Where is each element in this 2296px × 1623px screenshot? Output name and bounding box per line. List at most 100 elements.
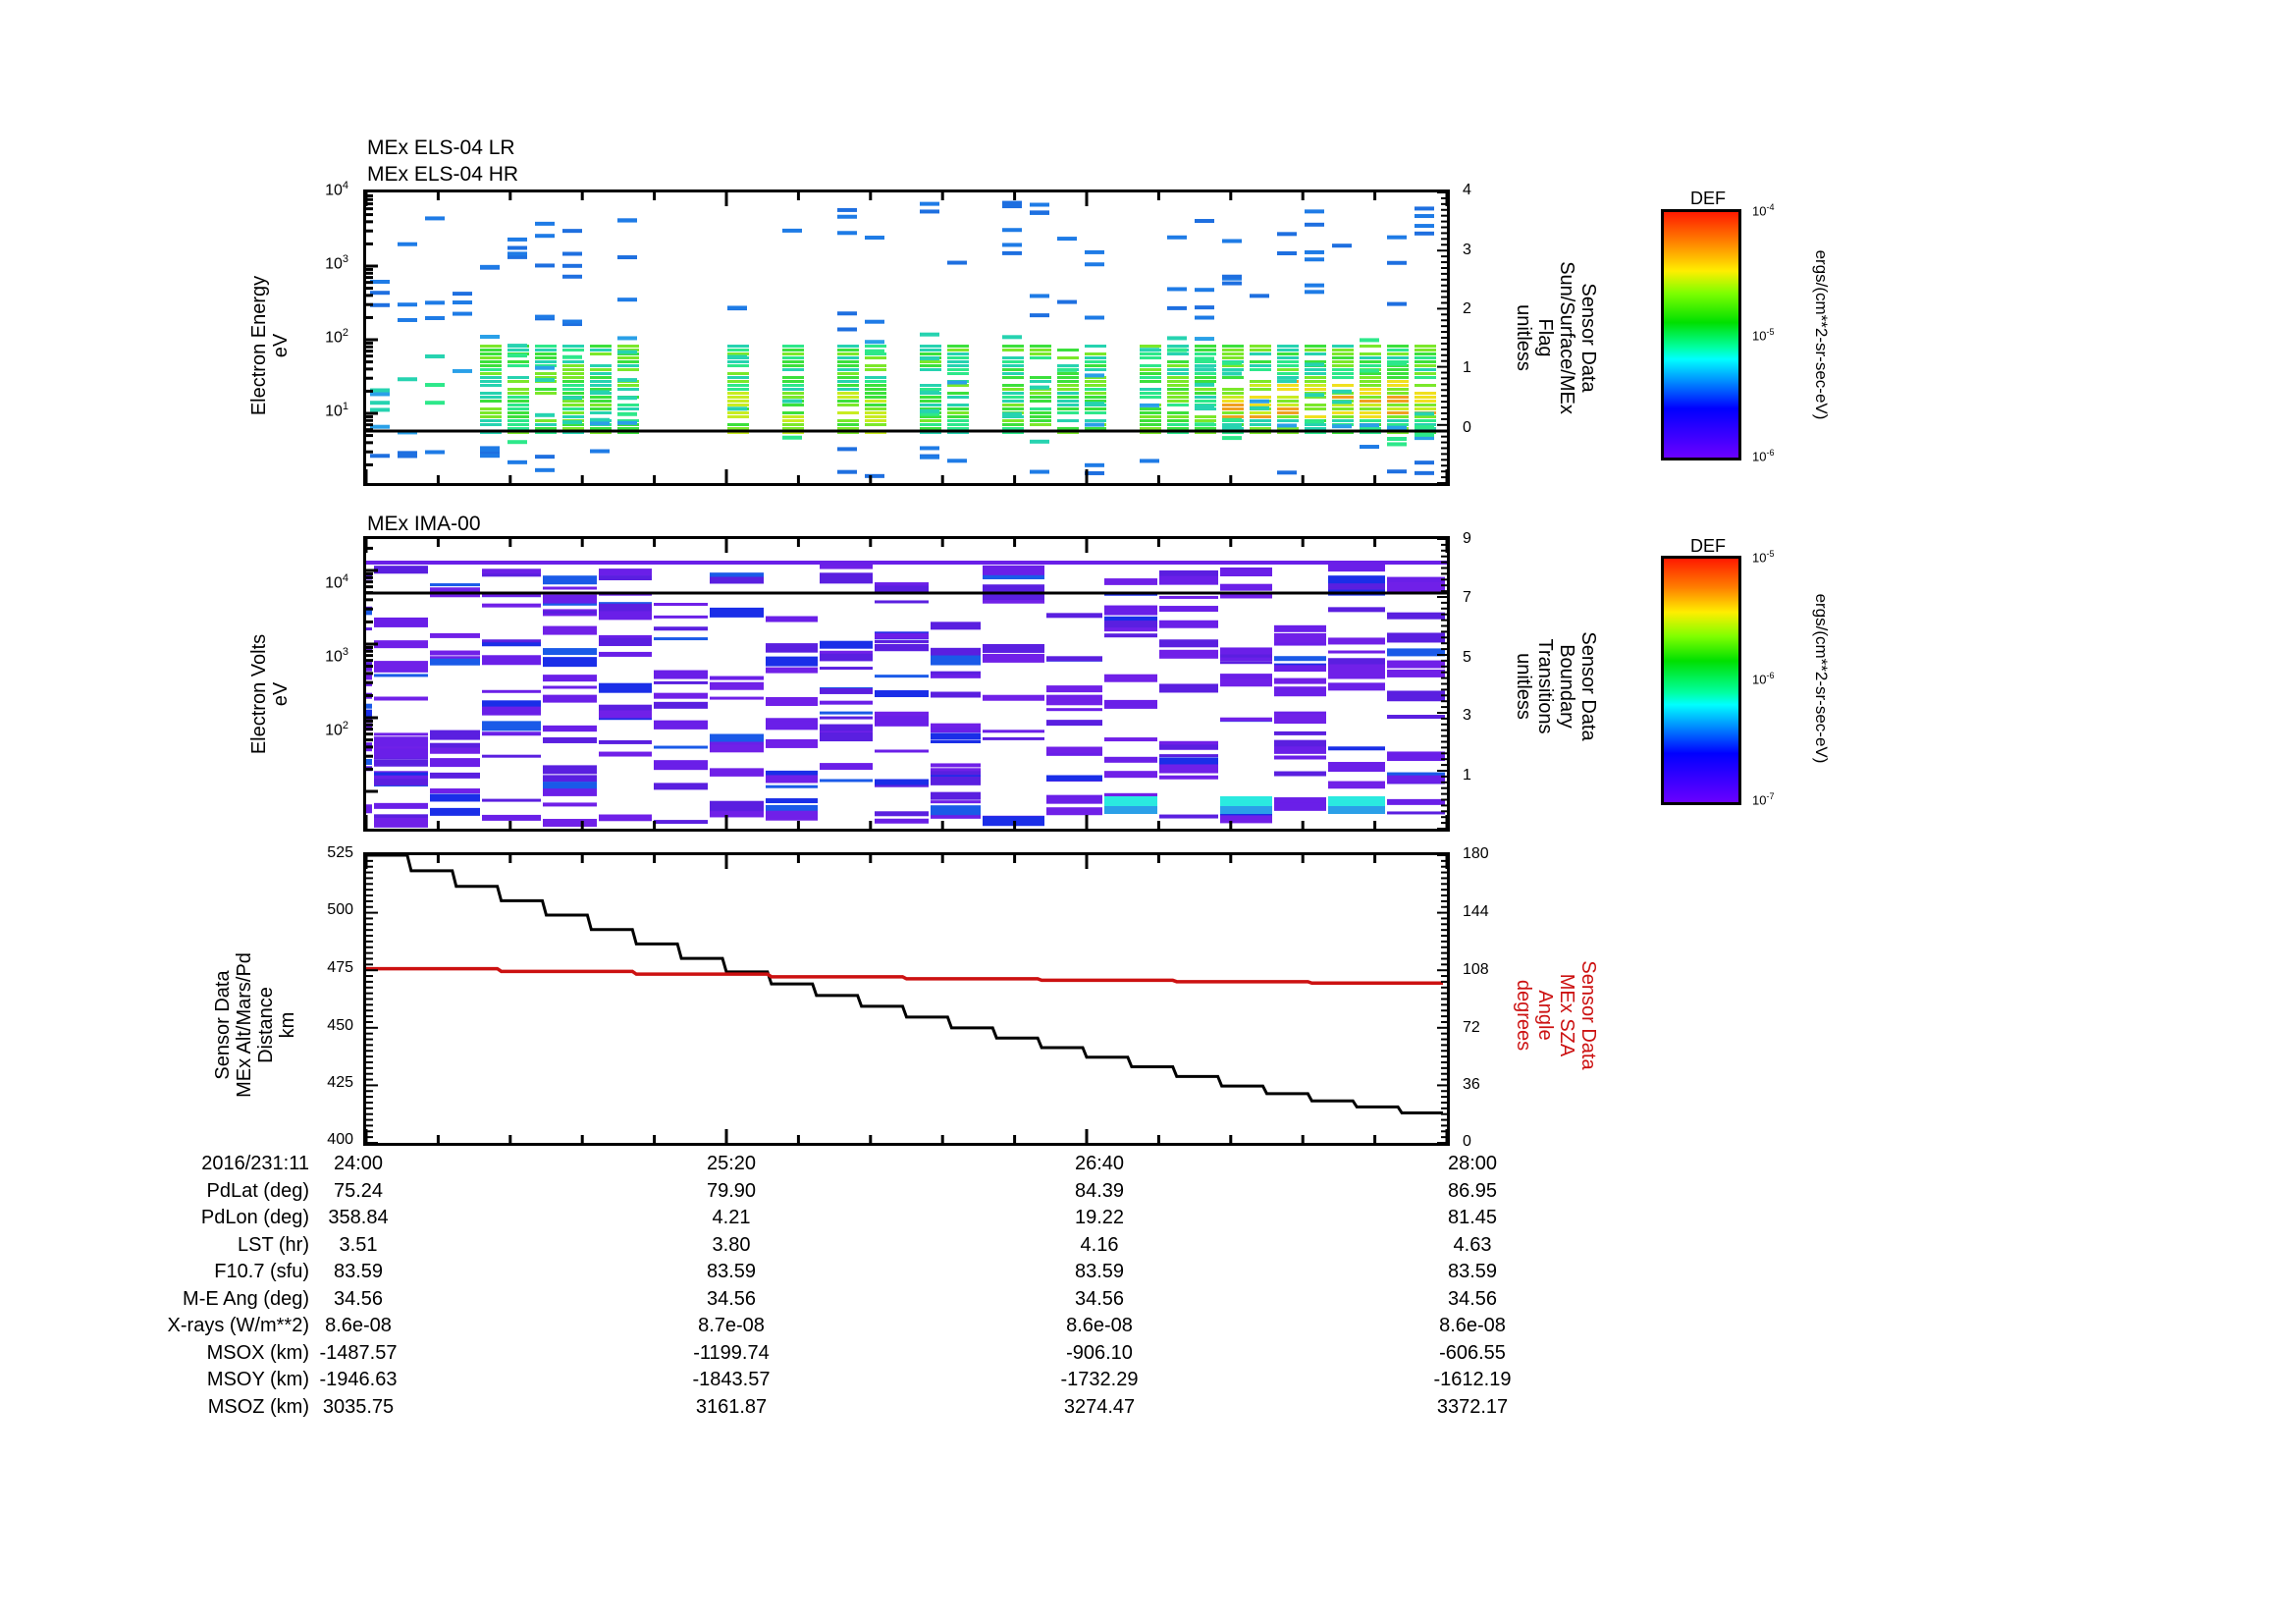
- ephemeris-cell: 25:20: [706, 1153, 757, 1174]
- alt-ytick: 450: [327, 1017, 353, 1034]
- ephemeris-cell: 3161.87: [695, 1395, 768, 1418]
- els-colorbar: [1661, 209, 1741, 460]
- ephemeris-cell: 83.59: [1447, 1261, 1498, 1282]
- els-title-lr: MEx ELS-04 LR: [367, 136, 515, 159]
- ima-colorbar-tick: 10-6: [1752, 671, 1775, 687]
- ima-spectrogram-plot: [366, 539, 1447, 829]
- ephemeris-row-label: MSOX (km): [206, 1341, 309, 1364]
- ephemeris-row-label: F10.7 (sfu): [214, 1261, 309, 1282]
- els-spectrogram-panel: [363, 189, 1450, 486]
- ephemeris-cell: -1487.57: [319, 1341, 398, 1364]
- ephemeris-cell: 34.56: [706, 1287, 757, 1310]
- ephemeris-cell: 34.56: [1074, 1287, 1125, 1310]
- els-right-ytick: 1: [1463, 359, 1471, 376]
- alt-right-ytick: 72: [1463, 1019, 1480, 1036]
- ephemeris-cell: 8.6e-08: [325, 1315, 392, 1336]
- ephemeris-cell: -1199.74: [693, 1341, 770, 1364]
- ephemeris-cell: -906.10: [1066, 1341, 1133, 1364]
- ima-colorbar-title: DEF: [1690, 536, 1726, 556]
- els-colorbar-tick: 10-5: [1752, 327, 1775, 344]
- els-colorbar-tick: 10-4: [1752, 202, 1775, 219]
- ephemeris-cell: 34.56: [333, 1287, 384, 1310]
- ephemeris-row-label: MSOY (km): [206, 1369, 309, 1390]
- ima-right-ytick: 7: [1463, 589, 1471, 606]
- ephemeris-cell: -1732.29: [1060, 1369, 1139, 1390]
- els-right-ytick: 0: [1463, 419, 1471, 436]
- ima-spectrogram-panel: [363, 536, 1450, 832]
- ephemeris-row-label: PdLon (deg): [200, 1207, 309, 1228]
- ephemeris-cell: 3.80: [712, 1233, 751, 1256]
- ima-right-ytick: 1: [1463, 767, 1471, 784]
- els-right-ytick: 4: [1463, 182, 1471, 198]
- els-colorbar-tick: 10-6: [1752, 448, 1775, 464]
- els-ytick: 102: [325, 327, 348, 347]
- els-right-ytick: 2: [1463, 300, 1471, 317]
- ephemeris-cell: 3274.47: [1063, 1395, 1136, 1418]
- ephemeris-cell: -1843.57: [692, 1369, 771, 1390]
- ima-colorbar-unit: ergs/(cm**2-sr-sec-eV): [1812, 593, 1831, 764]
- ephemeris-cell: 4.21: [712, 1207, 751, 1228]
- ephemeris-cell: -1946.63: [319, 1369, 398, 1390]
- ima-right-ytick: 3: [1463, 707, 1471, 724]
- ephemeris-row-label: LST (hr): [238, 1233, 309, 1256]
- ima-ylabel: Electron Volts eV: [248, 633, 292, 755]
- ephemeris-cell: 83.59: [1074, 1261, 1125, 1282]
- alt-right-ytick: 180: [1463, 845, 1489, 862]
- els-colorbar-unit: ergs/(cm**2-sr-sec-eV): [1812, 249, 1831, 420]
- els-ytick: 101: [325, 401, 348, 420]
- ephemeris-row-label: X-rays (W/m**2): [167, 1315, 309, 1336]
- alt-ylabel: Sensor Data MEx Alt/Mars/Pd Distance km: [212, 952, 298, 1098]
- alt-right-ytick: 108: [1463, 961, 1489, 978]
- alt-sza-line-panel: [363, 852, 1450, 1146]
- alt-ytick: 525: [327, 844, 353, 861]
- ephemeris-cell: 8.6e-08: [1066, 1315, 1133, 1336]
- els-right-ytick: 3: [1463, 242, 1471, 258]
- ephemeris-cell: 28:00: [1447, 1153, 1498, 1174]
- alt-ytick: 475: [327, 959, 353, 976]
- ima-ytick: 104: [325, 572, 348, 592]
- ephemeris-cell: 3035.75: [322, 1395, 395, 1418]
- alt-ytick: 400: [327, 1131, 353, 1148]
- ephemeris-cell: 4.63: [1453, 1233, 1492, 1256]
- ephemeris-cell: 8.6e-08: [1439, 1315, 1506, 1336]
- ephemeris-cell: 81.45: [1447, 1207, 1498, 1228]
- ephemeris-row-label: 2016/231:11: [201, 1153, 309, 1174]
- ephemeris-row-label: M-E Ang (deg): [183, 1287, 309, 1310]
- els-ylabel: Electron Energy eV: [248, 275, 292, 416]
- ima-right-ylabel: Sensor Data Boundary Transitions unitless: [1513, 631, 1599, 741]
- ephemeris-cell: 79.90: [706, 1179, 757, 1202]
- alt-sza-line-plot: [366, 855, 1447, 1143]
- alt-ytick: 425: [327, 1074, 353, 1091]
- ephemeris-cell: 24:00: [333, 1153, 384, 1174]
- ephemeris-cell: 3.51: [339, 1233, 378, 1256]
- alt-right-ytick: 36: [1463, 1076, 1480, 1093]
- ephemeris-cell: 83.59: [706, 1261, 757, 1282]
- ima-ytick: 103: [325, 646, 348, 666]
- ephemeris-cell: 34.56: [1447, 1287, 1498, 1310]
- ima-colorbar-tick: 10-5: [1752, 549, 1775, 566]
- ephemeris-cell: 358.84: [328, 1207, 389, 1228]
- ephemeris-cell: 84.39: [1074, 1179, 1125, 1202]
- els-colorbar-title: DEF: [1690, 189, 1726, 208]
- alt-right-ytick: 144: [1463, 903, 1489, 920]
- sza-right-ylabel: Sensor Data MEx SZA Angle degrees: [1513, 960, 1599, 1070]
- ima-colorbar: [1661, 556, 1741, 805]
- ephemeris-cell: -606.55: [1439, 1341, 1506, 1364]
- alt-ytick: 500: [327, 901, 353, 918]
- ephemeris-cell: 8.7e-08: [698, 1315, 765, 1336]
- alt-right-ytick: 0: [1463, 1133, 1471, 1150]
- els-ytick: 103: [325, 253, 348, 273]
- ephemeris-cell: -1612.19: [1433, 1369, 1512, 1390]
- ephemeris-cell: 26:40: [1074, 1153, 1125, 1174]
- ephemeris-row-label: PdLat (deg): [206, 1179, 309, 1202]
- ima-title: MEx IMA-00: [367, 513, 481, 535]
- ephemeris-row-label: MSOZ (km): [207, 1395, 309, 1418]
- ima-right-ytick: 9: [1463, 530, 1471, 547]
- ephemeris-cell: 86.95: [1447, 1179, 1498, 1202]
- els-title-hr: MEx ELS-04 HR: [367, 163, 519, 186]
- ephemeris-cell: 75.24: [333, 1179, 384, 1202]
- els-right-ylabel: Sensor Data Sun/Surface/MEx Flag unitless: [1513, 261, 1599, 414]
- ephemeris-cell: 19.22: [1074, 1207, 1125, 1228]
- ephemeris-cell: 83.59: [333, 1261, 384, 1282]
- ephemeris-cell: 3372.17: [1436, 1395, 1509, 1418]
